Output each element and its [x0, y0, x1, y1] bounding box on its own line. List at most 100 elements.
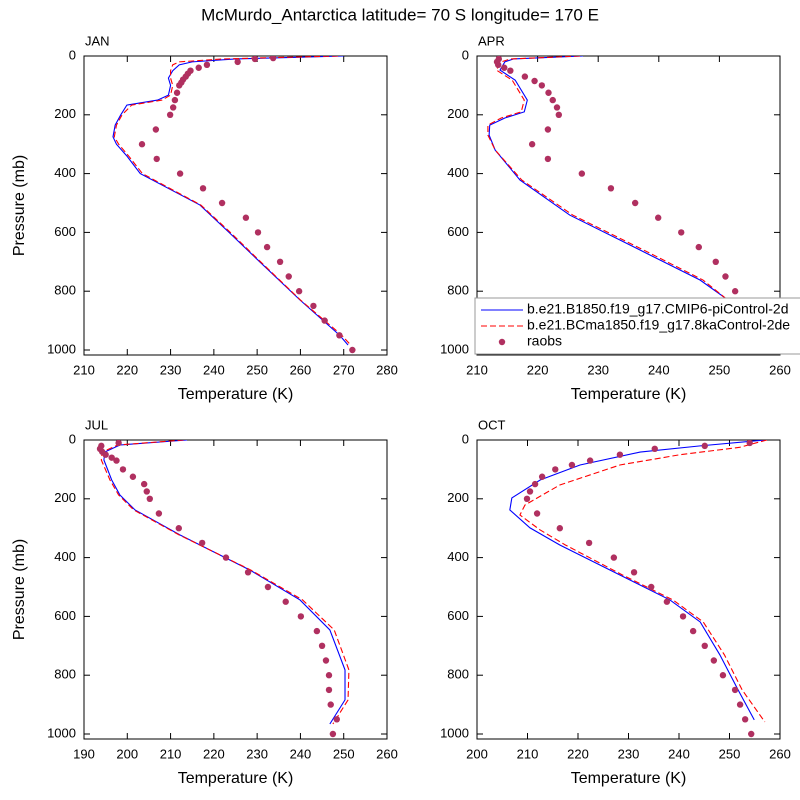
profile-line	[519, 440, 768, 723]
panel-title: JAN	[85, 33, 110, 48]
raob-point	[325, 672, 333, 679]
raob-point	[746, 440, 753, 447]
y-tick-label: 400	[447, 549, 469, 564]
raob-point	[630, 569, 638, 576]
raob-point	[701, 642, 708, 650]
raob-point	[695, 243, 702, 251]
raob-point	[264, 583, 272, 591]
x-tick-label: 230	[160, 362, 182, 377]
raob-point	[285, 273, 292, 280]
x-axis-label: Temperature (K)	[571, 770, 687, 787]
x-tick-label: 250	[333, 746, 355, 761]
legend-label: raobs	[527, 333, 562, 349]
y-tick-label: 0	[462, 431, 469, 446]
raob-point	[318, 642, 326, 650]
plot-frame	[476, 439, 781, 740]
x-tick-label: 250	[709, 362, 731, 377]
raob-point	[153, 155, 160, 163]
raob-point	[507, 67, 514, 74]
legend-box	[474, 297, 800, 355]
raob-point	[538, 82, 546, 89]
profile-line	[113, 56, 352, 346]
x-tick-label: 240	[668, 746, 690, 761]
raob-point	[113, 457, 120, 464]
y-tick-label: 0	[69, 431, 76, 446]
plot-frame	[83, 439, 388, 740]
x-tick-label: 260	[769, 746, 791, 761]
x-tick-label: 220	[203, 746, 225, 761]
y-axis-label: Pressure (mb)	[11, 539, 28, 640]
raob-point	[701, 442, 708, 450]
raob-point	[263, 243, 271, 251]
raob-point	[218, 199, 226, 207]
y-tick-label: 1000	[47, 725, 76, 740]
x-axis-label: Temperature (K)	[571, 386, 687, 403]
y-axis-label: Pressure (mb)	[11, 155, 28, 256]
x-tick-label: 240	[290, 746, 312, 761]
x-tick-label: 260	[290, 362, 312, 377]
raob-point	[295, 288, 303, 295]
raob-point	[678, 229, 685, 236]
raob-point	[555, 111, 563, 119]
x-tick-label: 230	[587, 362, 609, 377]
legend-label: b.e21.BCma1850.f19_g17.8kaControl-2de	[527, 317, 790, 333]
raob-point	[203, 61, 211, 69]
raob-point	[313, 627, 321, 635]
y-tick-label: 1000	[47, 341, 76, 356]
raob-point	[731, 288, 739, 295]
x-tick-label: 270	[333, 362, 355, 377]
raob-point	[663, 598, 671, 605]
raob-point	[171, 96, 179, 104]
raob-point	[327, 701, 334, 708]
raob-point	[741, 716, 749, 723]
raob-point	[251, 56, 259, 63]
x-tick-label: 230	[618, 746, 640, 761]
x-tick-label: 250	[719, 746, 741, 761]
profile-line	[100, 440, 350, 725]
y-tick-label: 400	[54, 549, 76, 564]
y-tick-label: 200	[54, 106, 76, 121]
raob-point	[333, 716, 340, 723]
y-tick-label: 1000	[440, 725, 469, 740]
raob-point	[549, 96, 556, 104]
raob-point	[176, 170, 184, 177]
raob-point	[533, 510, 541, 517]
raob-point	[495, 61, 502, 69]
y-tick-label: 600	[54, 224, 76, 239]
raob-point	[544, 126, 552, 133]
raob-point	[552, 466, 559, 473]
y-tick-label: 0	[69, 47, 76, 62]
raob-point	[176, 82, 183, 89]
profile-line	[488, 56, 741, 348]
raob-point	[195, 64, 202, 71]
x-tick-label: 210	[517, 746, 539, 761]
panel-title: OCT	[478, 417, 506, 432]
raob-point	[616, 451, 624, 458]
raob-point	[719, 672, 727, 679]
raob-point	[282, 598, 289, 605]
raob-point	[155, 510, 163, 517]
raob-point	[143, 488, 150, 495]
y-tick-label: 600	[447, 224, 469, 239]
y-tick-label: 400	[54, 165, 76, 180]
panel-title: JUL	[85, 417, 108, 432]
raob-point	[129, 473, 137, 480]
raob-point	[169, 104, 177, 111]
x-tick-label: 230	[246, 746, 268, 761]
raob-point	[712, 258, 719, 266]
raob-point	[325, 686, 333, 694]
raob-point	[276, 258, 284, 266]
raob-point	[631, 199, 639, 207]
panel-title: APR	[478, 33, 505, 48]
raob-point	[321, 317, 328, 324]
y-tick-label: 600	[447, 608, 469, 623]
raob-point	[102, 451, 109, 458]
profile-line	[112, 56, 349, 346]
x-tick-label: 280	[376, 362, 398, 377]
raob-point	[736, 701, 744, 708]
profile-line	[509, 440, 765, 721]
raob-point	[175, 525, 182, 532]
raob-point	[648, 583, 655, 591]
y-tick-label: 0	[462, 47, 469, 62]
raob-point	[108, 454, 115, 461]
